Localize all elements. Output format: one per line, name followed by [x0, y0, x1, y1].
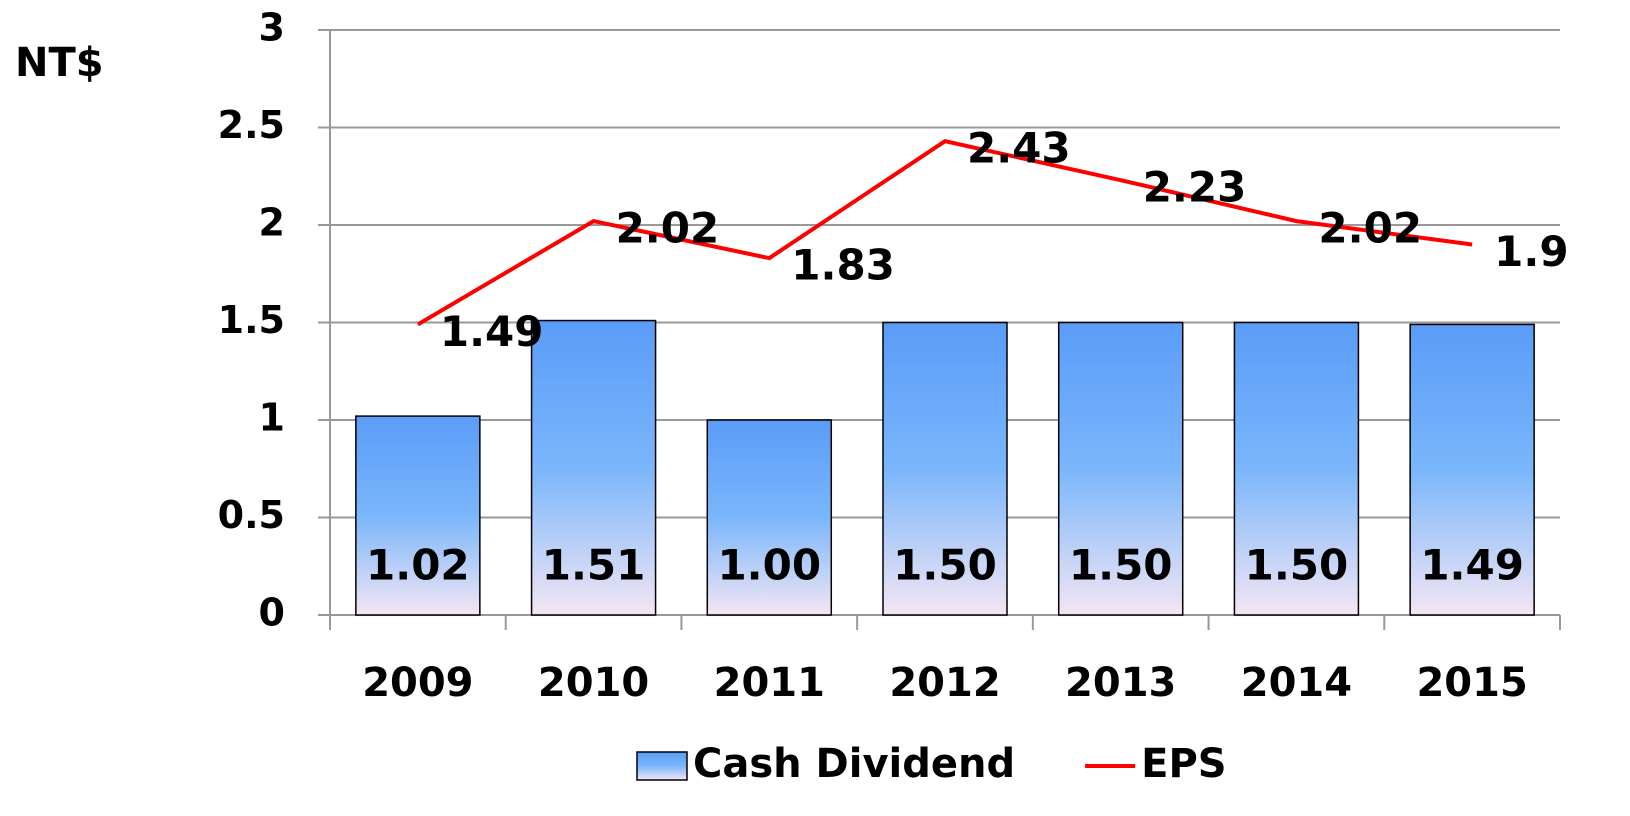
y-tick-label: 1: [259, 396, 285, 440]
y-axis-label: NT$: [15, 40, 104, 86]
bar: [530, 319, 657, 616]
x-tick-label: 2015: [1416, 660, 1527, 706]
bar: [1233, 321, 1360, 616]
y-tick-label: 2.5: [218, 103, 285, 147]
bar: [355, 415, 481, 616]
legend-label: Cash Dividend: [693, 741, 1015, 787]
x-tick-label: 2009: [362, 660, 473, 706]
y-tick-label: 3: [259, 6, 285, 50]
bar: [1057, 321, 1184, 616]
y-tick-label: 0.5: [218, 493, 285, 537]
line-value-label: 2.43: [967, 124, 1071, 173]
x-tick-label: 2010: [538, 660, 649, 706]
bar: [882, 321, 1008, 616]
line: [416, 139, 1473, 327]
x-tick-label: 2014: [1241, 660, 1352, 706]
bar-value-label: 1.50: [893, 541, 997, 590]
bar-value-label: 1.49: [1420, 541, 1524, 590]
bar-value-label: 1.51: [542, 541, 646, 590]
bar-value-label: 1.02: [366, 541, 470, 590]
bar: [1409, 323, 1535, 616]
y-tick-label: 2: [259, 201, 285, 245]
line-value-label: 1.49: [440, 307, 544, 356]
line-value-label: 2.02: [616, 204, 720, 253]
bar-value-label: 1.50: [1069, 541, 1173, 590]
y-tick-label: 0: [259, 591, 285, 635]
legend-label: EPS: [1141, 741, 1226, 787]
bar: [706, 419, 833, 616]
legend-swatch: [636, 751, 688, 781]
bar-value-label: 1.00: [717, 541, 821, 590]
line-value-label: 2.23: [1143, 163, 1247, 212]
x-tick-label: 2012: [889, 660, 1000, 706]
x-tick-label: 2011: [714, 660, 825, 706]
y-tick-label: 1.5: [218, 298, 285, 342]
line-value-label: 1.9: [1494, 227, 1568, 276]
line-value-label: 2.02: [1318, 204, 1422, 253]
bar-value-label: 1.50: [1245, 541, 1349, 590]
x-tick-label: 2013: [1065, 660, 1176, 706]
line-value-label: 1.83: [791, 241, 895, 290]
